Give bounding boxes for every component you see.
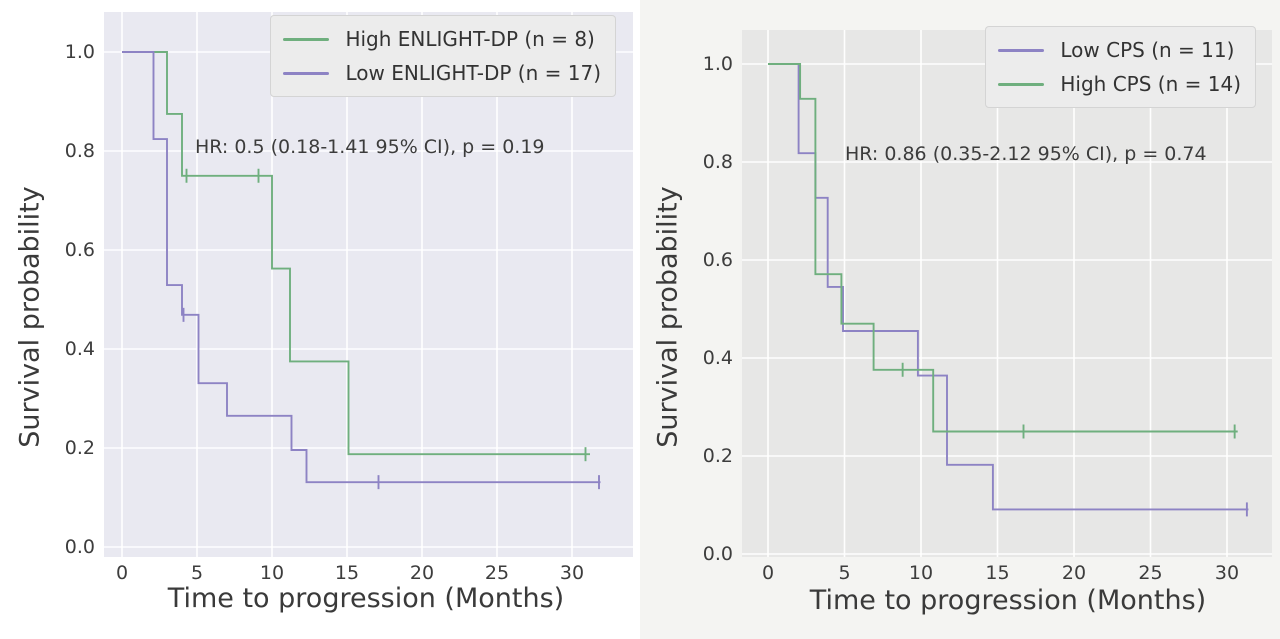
legend-label: High ENLIGHT-DP (n = 8) — [345, 27, 595, 51]
x-tick-label: 15 — [985, 562, 1010, 584]
legend-box-left: High ENLIGHT-DP (n = 8) Low ENLIGHT-DP (n… — [270, 15, 616, 97]
x-tick-label: 0 — [761, 562, 775, 584]
y-tick-label: 0.8 — [702, 151, 733, 173]
y-tick-label: 1.0 — [702, 53, 733, 75]
legend-box-right: Low CPS (n = 11) High CPS (n = 14) — [985, 26, 1256, 108]
x-tick-label: 10 — [259, 562, 285, 584]
x-tick-label: 20 — [1061, 562, 1087, 584]
y-tick-label: 0.6 — [64, 239, 95, 261]
y-tick-label: 0.2 — [702, 445, 733, 467]
legend-item: High ENLIGHT-DP (n = 8) — [283, 24, 601, 54]
x-tick-label: 30 — [559, 562, 585, 584]
legend-label: Low ENLIGHT-DP (n = 17) — [345, 61, 601, 85]
hr-annotation-left: HR: 0.5 (0.18-1.41 95% CI), p = 0.19 — [195, 136, 545, 158]
survival-curve — [768, 63, 1249, 511]
x-axis-label: Time to progression (Months) — [167, 583, 565, 614]
x-tick-label: 5 — [838, 562, 851, 584]
x-tick-label: 30 — [1214, 562, 1240, 584]
plot-area-left: High ENLIGHT-DP (n = 8) Low ENLIGHT-DP (n… — [104, 12, 633, 557]
survival-curve — [122, 51, 590, 456]
legend-label: Low CPS (n = 11) — [1060, 38, 1235, 62]
y-tick-label: 0.0 — [64, 536, 95, 558]
x-tick-label: 25 — [1138, 562, 1163, 584]
plot-area-right: Low CPS (n = 11) High CPS (n = 14) HR: 0.… — [742, 26, 1272, 557]
legend-label: High CPS (n = 14) — [1060, 72, 1241, 96]
hr-annotation-right: HR: 0.86 (0.35-2.12 95% CI), p = 0.74 — [845, 143, 1207, 165]
y-axis-label: Survival probability — [14, 186, 46, 448]
legend-item: Low CPS (n = 11) — [998, 35, 1241, 65]
y-tick-label: 0.0 — [702, 543, 733, 565]
y-tick-label: 1.0 — [64, 41, 95, 63]
x-tick-label: 15 — [334, 562, 360, 584]
km-curves-right — [742, 30, 1272, 557]
y-tick-label: 0.2 — [64, 437, 95, 459]
y-tick-label: 0.4 — [64, 338, 95, 360]
survival-curve — [122, 51, 601, 484]
km-panel-cps: Survival probability Low CPS (n = 11) Hig… — [640, 0, 1280, 639]
y-tick-label: 0.6 — [702, 249, 733, 271]
legend-line-swatch — [283, 71, 330, 75]
y-tick-label: 0.8 — [64, 140, 95, 162]
y-axis-label: Survival probability — [652, 186, 684, 448]
x-tick-label: 20 — [409, 562, 435, 584]
x-tick-label: 0 — [115, 562, 129, 584]
y-tick-label: 0.4 — [702, 347, 733, 369]
legend-line-swatch — [998, 48, 1045, 52]
x-tick-label: 5 — [190, 562, 204, 584]
legend-item: High CPS (n = 14) — [998, 69, 1241, 99]
x-axis-label: Time to progression (Months) — [809, 585, 1207, 616]
survival-curve — [768, 63, 1238, 433]
legend-line-swatch — [283, 37, 330, 41]
legend-item: Low ENLIGHT-DP (n = 17) — [283, 58, 601, 88]
x-tick-label: 10 — [908, 562, 934, 584]
x-tick-label: 25 — [484, 562, 510, 584]
legend-line-swatch — [998, 82, 1045, 86]
km-panel-enlight-dp: Survival probability High ENLIGHT-DP (n … — [14, 12, 633, 614]
